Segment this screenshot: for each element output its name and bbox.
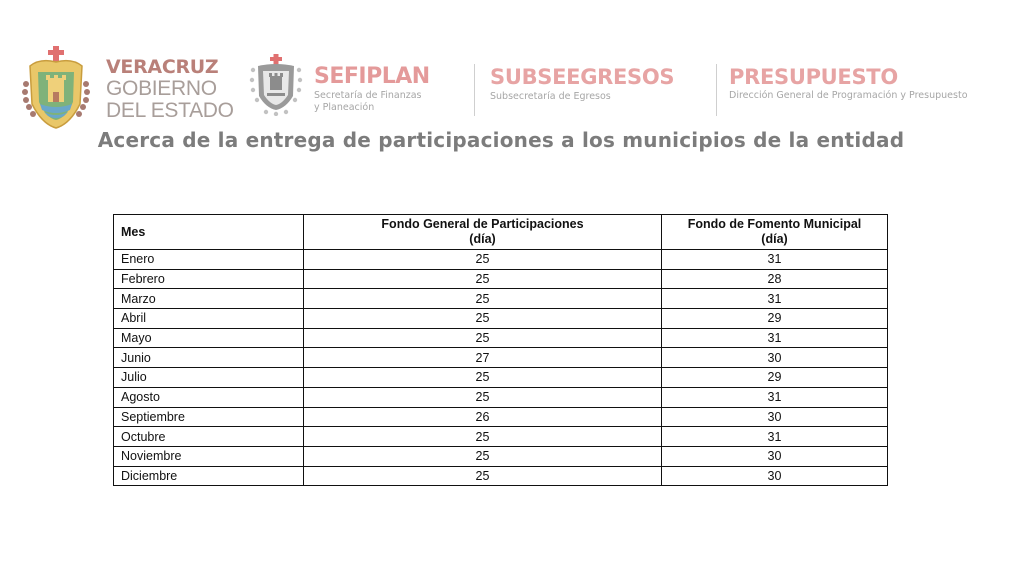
ffm-day-cell: 30 [661, 347, 888, 369]
table-row: Enero 25 31 [113, 249, 888, 270]
veracruz-logo-text: VERACRUZ GOBIERNO DEL ESTADO [106, 56, 234, 122]
ffm-day-cell: 29 [661, 367, 888, 388]
logo-divider [474, 64, 475, 116]
subseegresos-wordmark: SUBSEEGRESOS [490, 65, 675, 89]
column-header-ffm: Fondo de Fomento Municipal (día) [661, 214, 888, 250]
ffm-day-cell: 28 [661, 268, 888, 290]
column-header-fgp: Fondo General de Participaciones (día) [303, 214, 662, 250]
fgp-day-cell: 25 [303, 288, 662, 310]
payment-schedule-table: Mes Fondo General de Participaciones (dí… [113, 214, 888, 487]
ffm-header-unit: (día) [761, 232, 788, 246]
ffm-day-cell: 29 [661, 308, 888, 329]
table-row: Abril 25 29 [113, 308, 888, 329]
table-row: Mayo 25 31 [113, 327, 888, 349]
fgp-header-unit: (día) [469, 232, 496, 246]
ffm-day-cell: 31 [661, 386, 888, 408]
month-cell: Abril [113, 308, 304, 329]
sefiplan-logo-text: SEFIPLAN Secretaría de Finanzas y Planea… [314, 66, 430, 114]
month-cell: Enero [113, 249, 304, 270]
ffm-day-cell: 31 [661, 426, 888, 447]
table-header-row: Mes Fondo General de Participaciones (dí… [113, 214, 888, 250]
presupuesto-subtitle: Dirección General de Programación y Pres… [729, 90, 968, 101]
ffm-day-cell: 31 [661, 327, 888, 349]
column-header-mes: Mes [113, 214, 304, 250]
veracruz-wordmark: VERACRUZ [106, 56, 219, 78]
month-cell: Mayo [113, 327, 304, 349]
table-row: Julio 25 29 [113, 367, 888, 388]
month-cell: Diciembre [113, 465, 304, 487]
month-cell: Agosto [113, 386, 304, 408]
del-estado-text: DEL ESTADO [106, 99, 234, 122]
fgp-day-cell: 25 [303, 426, 662, 447]
month-cell: Noviembre [113, 445, 304, 467]
logo-divider [716, 64, 717, 116]
presupuesto-logo-text: PRESUPUESTO Dirección General de Program… [729, 66, 968, 101]
fgp-day-cell: 25 [303, 327, 662, 349]
subseegresos-subtitle: Subsecretaría de Egresos [490, 91, 611, 102]
presupuesto-wordmark: PRESUPUESTO [729, 65, 898, 89]
ffm-day-cell: 31 [661, 249, 888, 270]
fgp-day-cell: 25 [303, 367, 662, 388]
table-row: Junio 27 30 [113, 347, 888, 369]
table-row: Marzo 25 31 [113, 288, 888, 310]
table-row: Diciembre 25 30 [113, 465, 888, 487]
fgp-header-label: Fondo General de Participaciones [381, 217, 584, 231]
page-title: Acerca de la entrega de participaciones … [97, 128, 905, 152]
fgp-day-cell: 25 [303, 268, 662, 290]
fgp-day-cell: 25 [303, 465, 662, 487]
ffm-day-cell: 30 [661, 465, 888, 487]
ffm-day-cell: 30 [661, 406, 888, 428]
fgp-day-cell: 25 [303, 308, 662, 329]
sefiplan-subtitle-line1: Secretaría de Finanzas [314, 90, 422, 101]
ffm-header-label: Fondo de Fomento Municipal [687, 217, 862, 231]
sefiplan-wordmark: SEFIPLAN [314, 64, 430, 89]
veracruz-coat-of-arms-icon [22, 46, 90, 129]
month-cell: Junio [113, 347, 304, 369]
table-row: Agosto 25 31 [113, 386, 888, 408]
table-row: Febrero 25 28 [113, 268, 888, 290]
month-cell: Febrero [113, 268, 304, 290]
fgp-day-cell: 26 [303, 406, 662, 428]
fgp-day-cell: 25 [303, 386, 662, 408]
month-cell: Octubre [113, 426, 304, 447]
sefiplan-shield-icon [249, 54, 303, 116]
table-row: Octubre 25 31 [113, 426, 888, 447]
month-cell: Marzo [113, 288, 304, 310]
fgp-day-cell: 25 [303, 445, 662, 467]
mes-header-label: Mes [121, 224, 146, 239]
payment-schedule-table-container: Mes Fondo General de Participaciones (dí… [113, 214, 888, 487]
subseegresos-logo-text: SUBSEEGRESOS Subsecretaría de Egresos [490, 65, 675, 102]
gobierno-text: GOBIERNO [106, 77, 217, 100]
month-cell: Septiembre [113, 406, 304, 428]
month-cell: Julio [113, 367, 304, 388]
sefiplan-subtitle-line2: y Planeación [314, 102, 375, 113]
header-logos: VERACRUZ GOBIERNO DEL ESTADO SEFIPLAN Se… [0, 0, 1025, 129]
ffm-day-cell: 31 [661, 288, 888, 310]
fgp-day-cell: 27 [303, 347, 662, 369]
table-row: Noviembre 25 30 [113, 445, 888, 467]
fgp-day-cell: 25 [303, 249, 662, 270]
table-row: Septiembre 26 30 [113, 406, 888, 428]
ffm-day-cell: 30 [661, 445, 888, 467]
